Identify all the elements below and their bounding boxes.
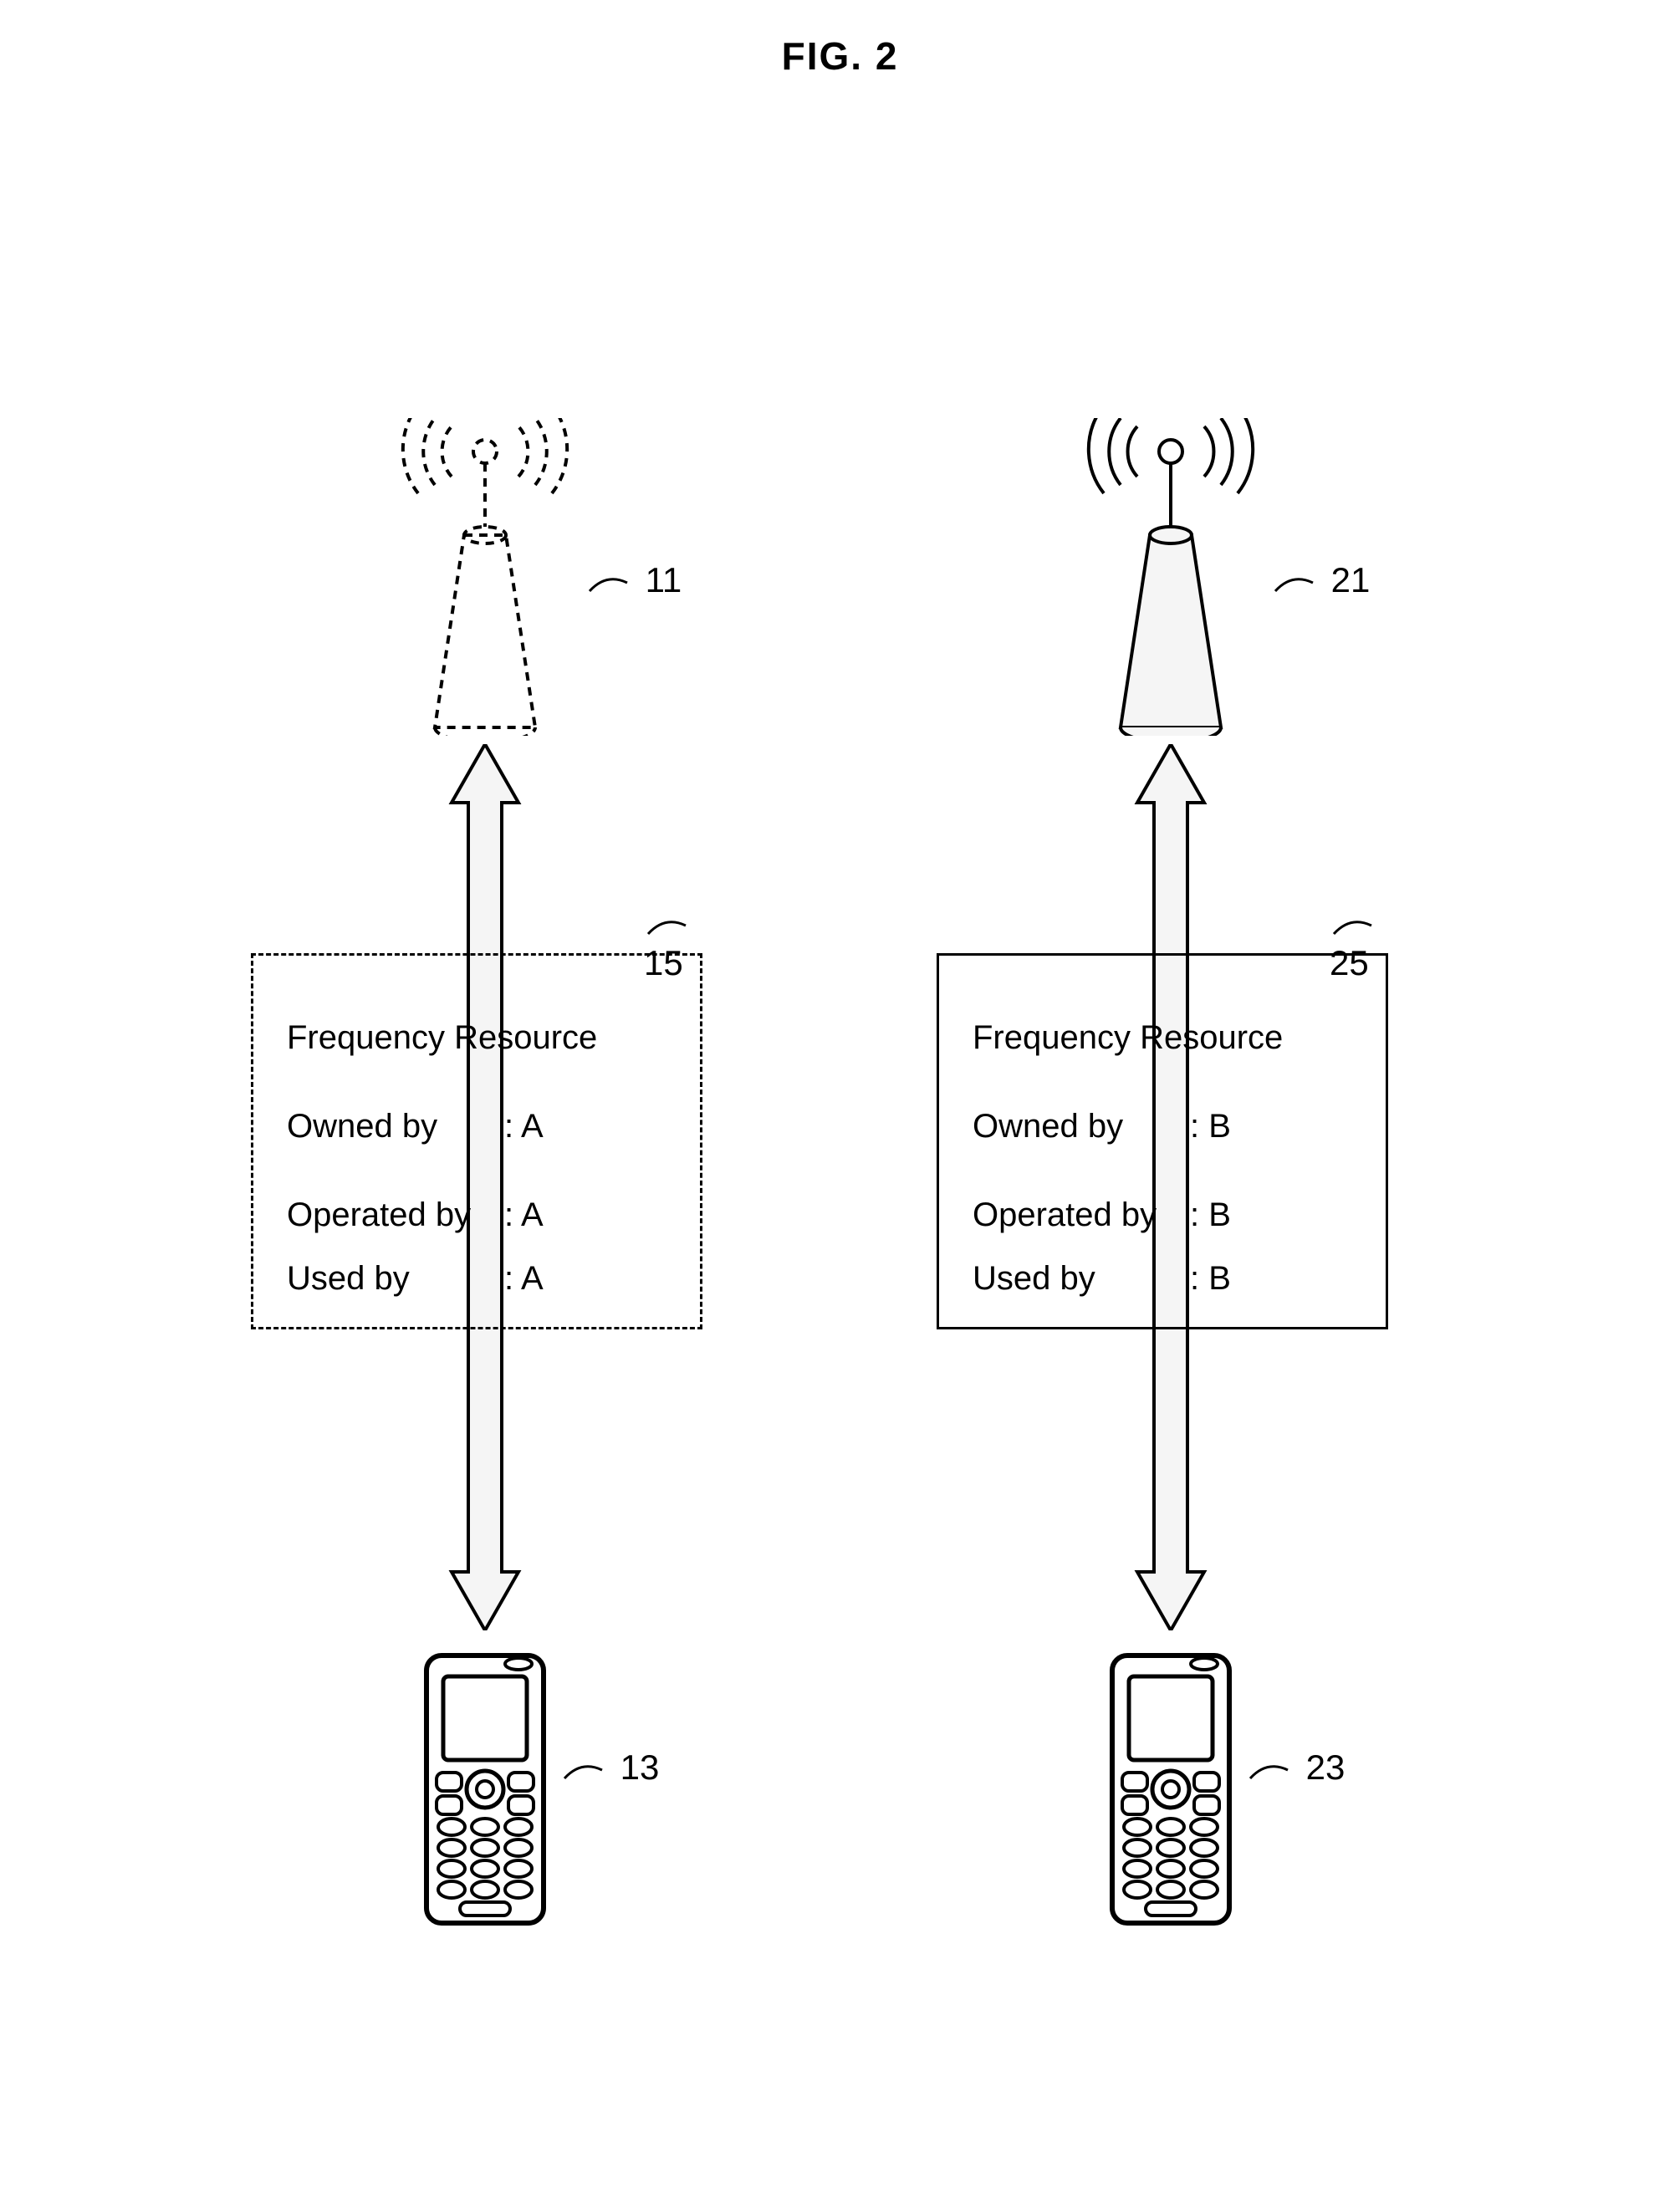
box-b-ref-label: 25 [1330, 943, 1369, 982]
owned-value: : A [504, 1094, 544, 1158]
tower-b-icon [1054, 418, 1288, 736]
resource-title: Frequency Resource [287, 1006, 666, 1069]
owned-row: Owned by : A [287, 1094, 666, 1158]
used-row: Used by : A [287, 1247, 666, 1310]
box-a-ref-label: 15 [644, 943, 683, 982]
operated-label: Operated by [973, 1183, 1190, 1247]
phone-b-ref: 23 [1246, 1747, 1345, 1788]
phone-b-ref-label: 23 [1306, 1747, 1346, 1787]
operated-label: Operated by [287, 1183, 504, 1247]
resource-title: Frequency Resource [973, 1006, 1352, 1069]
tower-a-ref-label: 11 [646, 560, 682, 599]
tower-a-icon [368, 418, 602, 736]
owned-row: Owned by : B [973, 1094, 1352, 1158]
tower-b-ref-label: 21 [1331, 560, 1371, 599]
used-value: : A [504, 1247, 544, 1310]
operated-value: : A [504, 1183, 544, 1247]
owned-value: : B [1190, 1094, 1231, 1158]
used-value: : B [1190, 1247, 1231, 1310]
phone-a-icon [418, 1647, 552, 1931]
tower-b-ref: 21 [1271, 560, 1370, 600]
used-row: Used by : B [973, 1247, 1352, 1310]
phone-a-ref-label: 13 [620, 1747, 660, 1787]
box-a-ref: 15 [644, 903, 736, 983]
phone-b-icon [1104, 1647, 1238, 1931]
resource-box-b: Frequency Resource Owned by : B Operated… [937, 953, 1388, 1329]
box-b-ref: 25 [1330, 903, 1422, 983]
used-label: Used by [973, 1247, 1190, 1310]
operated-value: : B [1190, 1183, 1231, 1247]
tower-a-ref: 11 [585, 560, 682, 600]
owned-label: Owned by [287, 1094, 504, 1158]
figure-title: FIG. 2 [782, 33, 899, 79]
phone-a-ref: 13 [560, 1747, 659, 1788]
owned-label: Owned by [973, 1094, 1190, 1158]
operated-row: Operated by : B [973, 1183, 1352, 1247]
operated-row: Operated by : A [287, 1183, 666, 1247]
resource-box-a: Frequency Resource Owned by : A Operated… [251, 953, 702, 1329]
used-label: Used by [287, 1247, 504, 1310]
